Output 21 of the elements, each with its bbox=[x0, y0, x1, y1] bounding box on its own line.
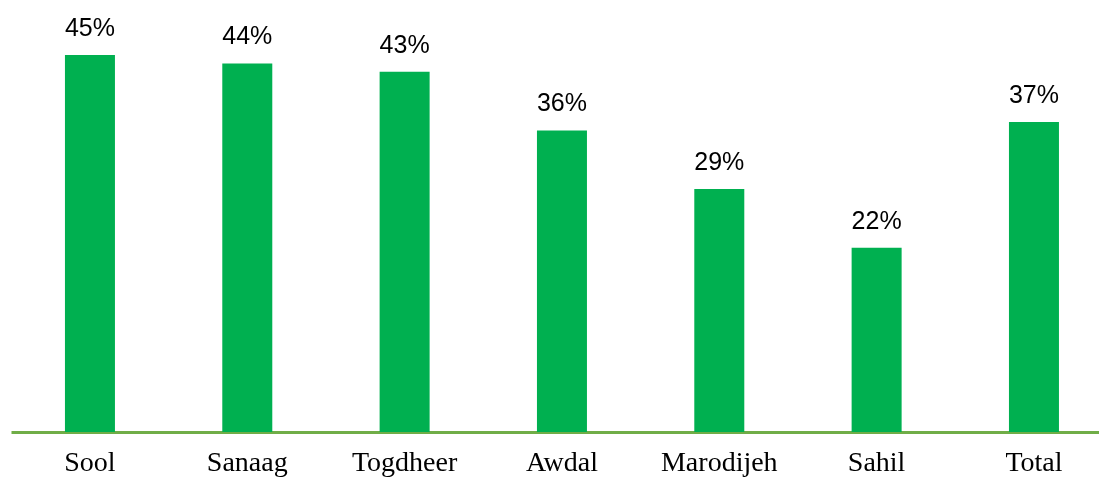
x-tick-label: Marodijeh bbox=[660, 445, 778, 477]
data-label: 43% bbox=[379, 29, 430, 58]
data-label: 36% bbox=[536, 88, 587, 117]
bar bbox=[1008, 122, 1059, 432]
x-tick-label: Sanaag bbox=[206, 445, 288, 477]
x-tick-label: Sahil bbox=[847, 445, 906, 477]
data-label: 37% bbox=[1008, 80, 1059, 109]
x-tick-label: Total bbox=[1005, 445, 1063, 477]
data-label: 44% bbox=[222, 21, 273, 50]
data-label: 22% bbox=[851, 205, 902, 234]
x-tick-label: Sool bbox=[64, 445, 116, 477]
bar bbox=[379, 71, 430, 432]
bar bbox=[222, 63, 273, 432]
x-tick-label: Togdheer bbox=[351, 445, 458, 477]
x-tick-label: Awdal bbox=[525, 445, 599, 477]
data-label: 29% bbox=[694, 147, 745, 176]
bar bbox=[64, 55, 115, 432]
data-label: 45% bbox=[64, 13, 115, 41]
bar bbox=[536, 130, 587, 432]
bar bbox=[694, 189, 745, 432]
bar bbox=[851, 247, 902, 432]
